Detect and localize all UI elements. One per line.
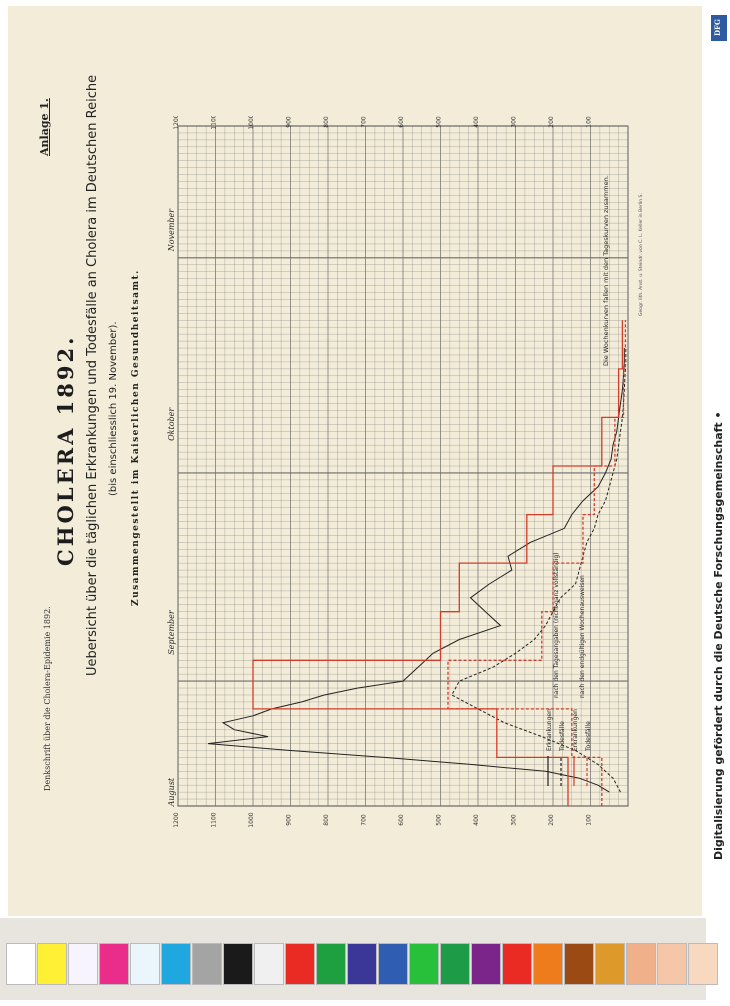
series-lines [207, 320, 627, 806]
y-tick-label-top: 900 [286, 116, 293, 128]
color-patch [471, 943, 501, 985]
y-tick-label: 800 [323, 814, 330, 826]
color-patch [6, 943, 36, 985]
chart-subtitle-period: (bis einschliesslich 19. November). [108, 321, 119, 496]
y-tick-label-top: 400 [473, 116, 480, 128]
color-patch [130, 943, 160, 985]
month-label: Oktober [167, 407, 176, 441]
y-tick-label-top: 1200 [173, 116, 180, 130]
y-tick-label-top: 500 [436, 116, 443, 128]
chart-grid [177, 125, 629, 807]
color-patch [657, 943, 687, 985]
color-patch [440, 943, 470, 985]
imprint: Geogr. lith. Anst. u. Steindr. von C. L.… [638, 193, 644, 316]
annex-label: Anlage 1. [38, 98, 51, 156]
series-dashed-red [447, 320, 627, 806]
color-patch [502, 943, 532, 985]
y-tick-label: 300 [511, 814, 518, 826]
color-patch [161, 943, 191, 985]
cholera-chart: 100 100 200 200 300 300 400 400 500 500 600 600 700 7… [167, 116, 644, 828]
color-patch [316, 943, 346, 985]
color-patch [409, 943, 439, 985]
color-patch [378, 943, 408, 985]
weekly-note: Die Wochenkurven fallen mit den Tageskur… [602, 175, 610, 366]
legend-group-label: nach den endgültigen Wochenausweisen [579, 575, 586, 698]
legend-label: Erkrankungen [572, 709, 579, 751]
compiled-by: Zusammengestellt im Kaiserlichen Gesundh… [131, 269, 141, 606]
y-tick-label: 1100 [211, 812, 218, 827]
dfg-logo: DFG [711, 15, 727, 41]
y-tick-label: 500 [436, 814, 443, 826]
y-tick-label-top: 600 [398, 116, 405, 128]
y-tick-label: 1200 [173, 812, 180, 827]
chart-subtitle: Uebersicht über die täglichen Erkrankung… [85, 74, 100, 676]
legend-label: Todesfälle [585, 721, 592, 752]
chart-notes: Die Wochenkurven fallen mit den Tageskur… [602, 175, 644, 366]
legend-group-label: nach den Tagesangaben (nicht ganz vollst… [553, 552, 560, 698]
color-patch [254, 943, 284, 985]
dfg-credit-text: Digitalisierung gefördert durch die Deut… [712, 411, 725, 860]
legend-label: Todesfälle [559, 721, 566, 752]
color-patch [99, 943, 129, 985]
y-tick-label-top: 1000 [248, 116, 255, 130]
color-patch [223, 943, 253, 985]
y-tick-labels: 100 100 200 200 300 300 400 400 500 500 600 600 700 7… [173, 116, 593, 828]
y-tick-label: 1000 [248, 812, 255, 827]
month-label: November [167, 208, 176, 253]
y-tick-label-top: 1100 [211, 116, 218, 130]
series-label: Denkschrift über die Cholera-Epidemie 18… [43, 606, 52, 791]
color-patch [68, 943, 98, 985]
month-label: August [167, 777, 176, 807]
color-calibration-bar [0, 918, 718, 1000]
y-tick-label-top: 300 [511, 116, 518, 128]
color-patch [595, 943, 625, 985]
color-patch [347, 943, 377, 985]
y-tick-label: 700 [361, 814, 368, 826]
chart-title: CHOLERA 1892. [53, 334, 78, 566]
y-tick-label: 400 [473, 814, 480, 826]
legend-label: Erkrankungen [546, 709, 553, 751]
color-patch [626, 943, 656, 985]
month-labels: August September Oktober November [167, 208, 176, 808]
y-tick-label-top: 800 [323, 116, 330, 128]
color-patch [533, 943, 563, 985]
color-patch [564, 943, 594, 985]
y-tick-label: 200 [548, 814, 555, 826]
color-patch [285, 943, 315, 985]
y-tick-label: 600 [398, 814, 405, 826]
y-tick-label-top: 700 [361, 116, 368, 128]
color-patch [688, 943, 718, 985]
color-patch [37, 943, 67, 985]
color-patch [192, 943, 222, 985]
y-tick-label-top: 200 [548, 116, 555, 128]
y-tick-label: 100 [586, 814, 593, 826]
month-label: September [167, 609, 176, 655]
y-tick-label: 900 [286, 814, 293, 826]
y-tick-label-top: 100 [586, 116, 593, 128]
dfg-strip: DFG Digitalisierung gefördert durch die … [706, 0, 730, 1000]
chart-legend: Erkrankungen Todesfälle Erkrankungen Todesf… [546, 552, 592, 786]
map-sheet: Denkschrift über die Cholera-Epidemie 18… [8, 6, 702, 916]
